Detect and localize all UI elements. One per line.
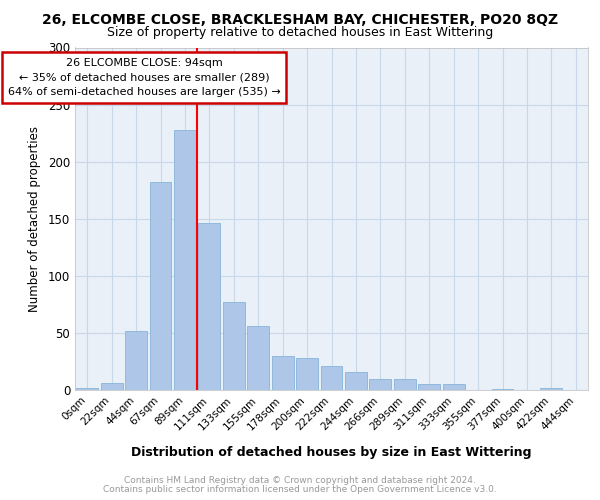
Bar xyxy=(394,378,416,390)
Text: Contains HM Land Registry data © Crown copyright and database right 2024.: Contains HM Land Registry data © Crown c… xyxy=(124,476,476,485)
Text: 26 ELCOMBE CLOSE: 94sqm
← 35% of detached houses are smaller (289)
64% of semi-d: 26 ELCOMBE CLOSE: 94sqm ← 35% of detache… xyxy=(8,58,281,98)
Bar xyxy=(345,372,367,390)
Bar xyxy=(541,388,562,390)
X-axis label: Distribution of detached houses by size in East Wittering: Distribution of detached houses by size … xyxy=(131,446,532,458)
Bar xyxy=(272,356,293,390)
Bar xyxy=(199,224,220,390)
Bar xyxy=(443,384,464,390)
Bar xyxy=(247,326,269,390)
Bar xyxy=(418,384,440,390)
Text: 26, ELCOMBE CLOSE, BRACKLESHAM BAY, CHICHESTER, PO20 8QZ: 26, ELCOMBE CLOSE, BRACKLESHAM BAY, CHIC… xyxy=(42,12,558,26)
Bar xyxy=(76,388,98,390)
Text: Contains public sector information licensed under the Open Government Licence v3: Contains public sector information licen… xyxy=(103,485,497,494)
Bar xyxy=(320,366,343,390)
Bar xyxy=(125,330,147,390)
Bar xyxy=(101,383,122,390)
Bar xyxy=(370,378,391,390)
Text: Size of property relative to detached houses in East Wittering: Size of property relative to detached ho… xyxy=(107,26,493,39)
Bar xyxy=(296,358,318,390)
Y-axis label: Number of detached properties: Number of detached properties xyxy=(28,126,41,312)
Bar xyxy=(174,130,196,390)
Bar xyxy=(491,389,514,390)
Bar xyxy=(223,302,245,390)
Bar xyxy=(149,182,172,390)
